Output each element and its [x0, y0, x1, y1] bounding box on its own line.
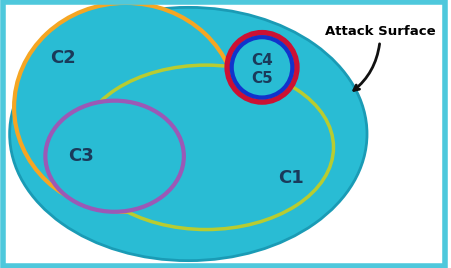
Text: C3: C3 — [68, 147, 94, 165]
Text: C1: C1 — [278, 169, 304, 187]
Circle shape — [227, 33, 297, 102]
Circle shape — [232, 37, 292, 98]
Text: C4: C4 — [251, 53, 273, 68]
Ellipse shape — [79, 65, 333, 229]
Text: C2: C2 — [51, 50, 76, 68]
Text: C5: C5 — [251, 71, 273, 86]
Ellipse shape — [14, 3, 238, 212]
Ellipse shape — [9, 7, 367, 261]
Ellipse shape — [46, 101, 184, 212]
Text: Attack Surface: Attack Surface — [325, 25, 436, 90]
